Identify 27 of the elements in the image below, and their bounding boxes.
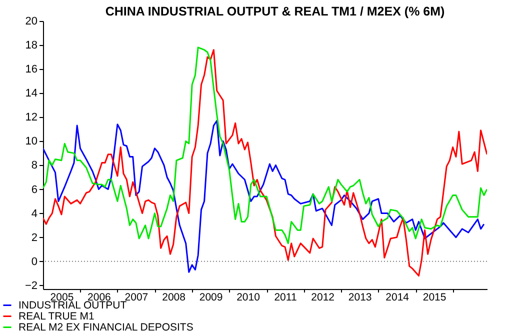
- y-tick-label: 0: [31, 256, 38, 268]
- y-tick-label: 8: [31, 160, 38, 172]
- line-series: [43, 49, 487, 277]
- line-series: [43, 46, 487, 244]
- line-series: [43, 120, 485, 273]
- x-tick-label: 2014: [386, 292, 410, 304]
- chart-title: CHINA INDUSTRIAL OUTPUT & REAL TM1 / M2EX (% 6M): [105, 4, 445, 18]
- y-tick-label: 14: [25, 88, 38, 100]
- y-tick-label: 18: [25, 40, 38, 52]
- legend-label: REAL M2 EX FINANCIAL DEPOSITS: [18, 321, 194, 331]
- x-tick-label: 2010: [236, 292, 260, 304]
- y-tick-label: −2: [24, 280, 38, 292]
- x-tick-label: 2011: [274, 292, 297, 304]
- x-tick-label: 2007: [124, 292, 148, 304]
- y-tick-label: 20: [25, 16, 38, 28]
- x-tick-label: 2009: [199, 292, 223, 304]
- legend-label: REAL TRUE M1: [18, 310, 95, 322]
- x-tick-label: 2015: [422, 292, 446, 304]
- y-tick-label: 12: [25, 112, 38, 124]
- y-tick-label: 2: [31, 232, 38, 244]
- y-tick-label: 4: [31, 208, 38, 220]
- x-tick-label: 2012: [311, 292, 335, 304]
- y-tick-label: 6: [31, 184, 38, 196]
- y-tick-label: 10: [25, 136, 38, 148]
- y-tick-label: 16: [25, 64, 38, 76]
- x-tick-label: 2008: [162, 292, 186, 304]
- x-tick-label: 2013: [348, 292, 372, 304]
